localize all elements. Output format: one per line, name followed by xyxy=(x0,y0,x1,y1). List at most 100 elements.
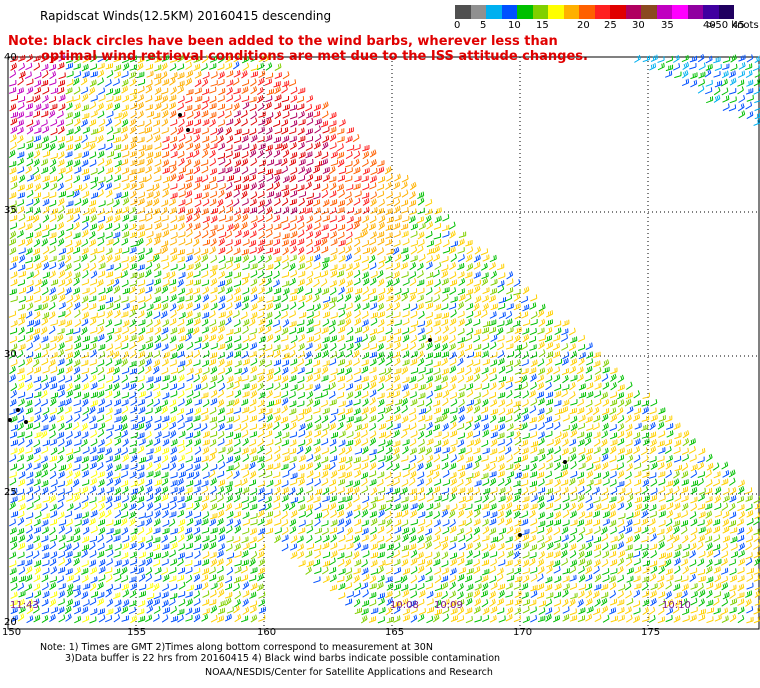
wind-barb xyxy=(633,438,641,447)
wind-barb xyxy=(570,350,577,359)
wind-barb xyxy=(689,550,696,559)
wind-barb xyxy=(601,487,609,496)
wind-barb xyxy=(82,174,90,182)
wind-barb xyxy=(233,536,241,544)
wind-barb xyxy=(170,528,178,535)
wind-barb xyxy=(145,527,153,536)
wind-barb xyxy=(162,176,170,184)
wind-barb xyxy=(304,358,313,366)
wind-barb xyxy=(602,568,610,576)
wind-barb xyxy=(609,519,617,528)
wind-barb xyxy=(121,311,129,318)
wind-barb xyxy=(281,375,289,384)
wind-barb xyxy=(426,221,433,230)
wind-barb xyxy=(441,551,449,560)
wind-barb xyxy=(354,232,362,240)
wind-barb xyxy=(330,335,338,343)
color-legend-labels: 0 5 10 15 20 25 30 35 40 45 >50 knots xyxy=(449,20,759,34)
wind-barb xyxy=(680,519,689,527)
wind-barb xyxy=(609,391,618,399)
wind-barb xyxy=(42,271,50,279)
wind-barb xyxy=(225,215,233,223)
wind-barb xyxy=(74,615,82,624)
wind-barb xyxy=(289,526,297,535)
wind-barb xyxy=(89,262,97,272)
wind-barb xyxy=(402,303,411,311)
wind-barb xyxy=(585,559,592,568)
wind-barb xyxy=(714,486,722,495)
wind-barb xyxy=(410,358,418,366)
wind-barb xyxy=(601,461,609,470)
wind-barb xyxy=(738,54,746,62)
wind-barb xyxy=(610,464,618,471)
wind-barb xyxy=(193,486,201,494)
wind-barb xyxy=(610,487,618,495)
wind-barb xyxy=(266,368,274,376)
wind-barb xyxy=(466,351,474,359)
wind-barb xyxy=(66,535,74,543)
wind-barb xyxy=(161,295,169,304)
wind-barb xyxy=(137,120,145,128)
wind-barb xyxy=(321,456,329,464)
wind-barb xyxy=(425,352,433,360)
wind-barb xyxy=(81,544,89,552)
wind-barb xyxy=(369,175,377,183)
wind-barb xyxy=(473,359,481,367)
wind-barb xyxy=(105,358,113,367)
wind-barb xyxy=(258,598,266,607)
wind-barb xyxy=(577,471,585,479)
wind-barb xyxy=(49,142,56,152)
wind-barb xyxy=(410,519,418,526)
wind-barb xyxy=(169,77,176,86)
wind-barb xyxy=(721,502,729,511)
wind-barb xyxy=(58,422,65,431)
wind-barb xyxy=(289,327,297,335)
wind-barb xyxy=(736,592,745,599)
wind-barb xyxy=(609,598,618,606)
wind-barb xyxy=(129,255,137,263)
wind-barb xyxy=(473,487,480,496)
wind-barb xyxy=(578,454,586,463)
wind-barb xyxy=(536,471,545,479)
wind-barb xyxy=(218,263,226,271)
wind-barb xyxy=(753,574,760,582)
wind-barb xyxy=(90,312,98,319)
wind-barb xyxy=(617,495,625,504)
wind-barb xyxy=(288,79,297,87)
wind-barb xyxy=(360,472,368,480)
wind-barb xyxy=(106,254,113,263)
wind-barb xyxy=(81,318,89,327)
wind-barb xyxy=(393,583,401,591)
wind-barb xyxy=(138,350,145,359)
wind-barb xyxy=(578,462,586,470)
wind-barb xyxy=(161,599,169,608)
wind-barb xyxy=(306,525,314,534)
wind-barb xyxy=(313,239,322,247)
wind-barb xyxy=(16,87,24,95)
wind-barb xyxy=(721,478,729,486)
wind-barb xyxy=(201,208,209,216)
wind-barb xyxy=(106,583,114,592)
wind-barb xyxy=(305,238,313,247)
wind-barb xyxy=(26,342,34,351)
wind-barb xyxy=(338,496,346,504)
wind-barb xyxy=(248,479,257,487)
wind-barb xyxy=(162,607,170,614)
wind-barb xyxy=(546,439,554,446)
wind-barb xyxy=(465,575,473,583)
wind-barb xyxy=(313,253,321,262)
wind-barb xyxy=(345,462,352,471)
wind-barb xyxy=(240,615,249,623)
wind-barb xyxy=(208,453,216,462)
wind-barb xyxy=(578,574,586,583)
wind-barb xyxy=(344,318,352,327)
wind-barb xyxy=(601,494,609,502)
wind-barb xyxy=(129,440,137,447)
wind-barb xyxy=(42,150,51,158)
wind-barb xyxy=(353,255,362,263)
wind-barb xyxy=(138,296,146,304)
wind-barb xyxy=(570,559,578,568)
wind-barb xyxy=(249,447,257,455)
wind-barb xyxy=(273,295,281,302)
wind-barb xyxy=(225,503,233,512)
